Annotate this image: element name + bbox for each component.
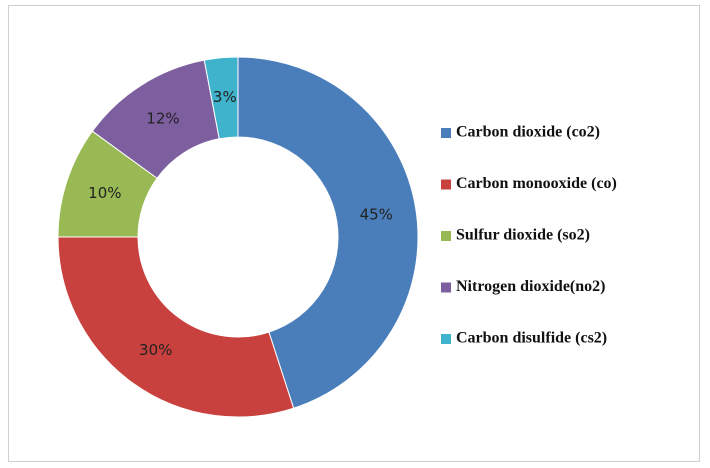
data-label: 3% — [213, 88, 237, 106]
legend-label: Carbon monooxide (co) — [456, 175, 617, 192]
legend-swatch — [441, 128, 451, 138]
donut-slice — [57, 236, 295, 418]
legend-label: Carbon dioxide (co2) — [456, 124, 600, 141]
legend-swatch — [441, 282, 451, 293]
legend-swatch — [441, 231, 451, 241]
data-label: 45% — [360, 206, 393, 224]
legend-swatch — [441, 334, 451, 344]
legend-label: Sulfur dioxide (so2) — [456, 227, 590, 244]
donut-slice — [203, 56, 239, 140]
legend-swatch — [441, 179, 451, 190]
data-label: 30% — [139, 341, 172, 359]
data-label: 10% — [88, 184, 121, 202]
data-label: 12% — [146, 109, 179, 127]
donut-slice — [237, 56, 419, 409]
legend-label: Carbon disulfide (cs2) — [456, 330, 607, 347]
legend-label: Nitrogen dioxide(no2) — [456, 278, 605, 295]
